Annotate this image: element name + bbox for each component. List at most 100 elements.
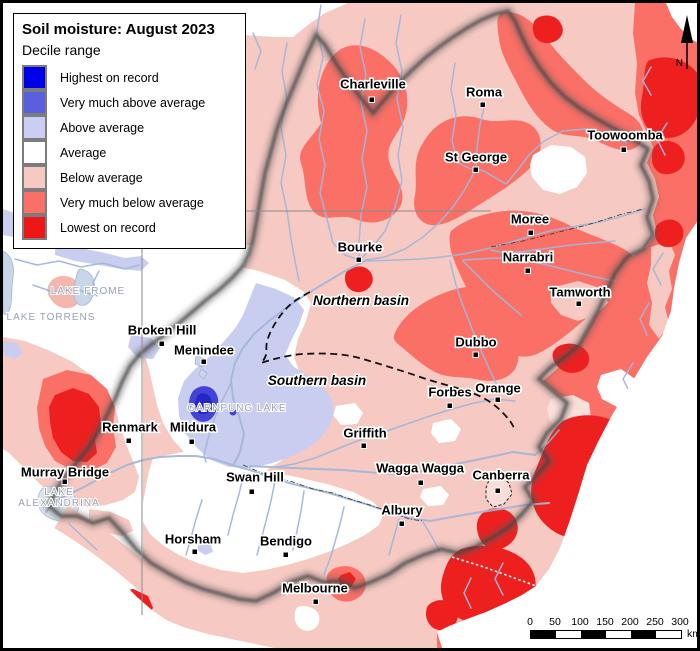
scale-tick: 250	[646, 616, 664, 628]
scale-bar-segments	[530, 630, 682, 639]
city-label: Tamworth	[549, 285, 610, 300]
legend-items: Highest on record Very much above average…	[22, 65, 235, 240]
legend-item: Lowest on record	[22, 215, 235, 240]
city-labels-layer: Charleville Roma Toowoomba St George Moree Bo…	[19, 75, 665, 605]
scale-tick: 200	[621, 616, 639, 628]
basin-labels-layer: Northern basin Southern basin	[266, 292, 410, 390]
city-marker	[479, 101, 486, 108]
city-label: Albury	[381, 503, 423, 518]
legend-swatch	[22, 65, 47, 90]
scale-tick: 100	[571, 616, 589, 628]
city-marker	[417, 479, 424, 486]
city-marker	[472, 166, 479, 173]
lake-label: GARNPUNG LAKE	[187, 403, 286, 414]
city-label: Broken Hill	[128, 323, 197, 338]
city-label: Orange	[475, 381, 521, 396]
city-marker	[620, 146, 627, 153]
city-marker	[158, 340, 165, 347]
city-label: Menindee	[174, 343, 234, 358]
city-label: St George	[445, 150, 507, 165]
basin-boundary	[43, 5, 658, 606]
legend-swatch	[22, 190, 47, 215]
scale-bar-unit: km	[687, 628, 700, 640]
legend-item: Above average	[22, 115, 235, 140]
legend-box: Soil moisture: August 2023 Decile range …	[13, 13, 246, 249]
city-label: Roma	[466, 85, 503, 100]
city-marker	[355, 256, 362, 263]
lake-torrens-shape	[3, 250, 14, 315]
rivers-layer	[14, 4, 668, 609]
legend-label: Lowest on record	[60, 220, 156, 235]
lake-label: LAKE FROME	[51, 286, 125, 297]
city-label: Bourke	[338, 240, 383, 255]
legend-subtitle: Decile range	[22, 42, 101, 58]
city-marker	[282, 551, 289, 558]
city-marker	[191, 548, 198, 555]
north-arrow: N	[676, 15, 693, 69]
city-label: Swan Hill	[226, 470, 284, 485]
legend-swatch	[22, 165, 47, 190]
city-label: Dubbo	[455, 335, 496, 350]
city-marker	[446, 402, 453, 409]
city-marker	[494, 487, 501, 494]
scale-bar: km 0 50 100 150 200 250 300	[519, 616, 700, 648]
city-marker	[312, 598, 319, 605]
lake-label: ALEXANDRINA	[18, 498, 100, 509]
lake-labels-layer: LAKE FROME LAKE TORRENS GARNPUNG LAKE LAKEA…	[6, 285, 287, 510]
city-marker	[494, 396, 501, 403]
legend-label: Below average	[60, 170, 143, 185]
south-coast-pink-band	[54, 505, 369, 648]
city-marker	[524, 267, 531, 274]
basin-divide-line	[260, 291, 516, 432]
city-marker	[248, 488, 255, 495]
legend-item: Average	[22, 140, 235, 165]
city-marker	[527, 229, 534, 236]
city-label: Forbes	[428, 385, 471, 400]
city-marker	[472, 351, 479, 358]
legend-item: Highest on record	[22, 65, 235, 90]
city-label: Canberra	[472, 468, 530, 483]
city-label: Griffith	[343, 426, 386, 441]
city-label: Murray Bridge	[21, 465, 109, 480]
scale-tick: 0	[527, 616, 533, 628]
north-arrow-label: N	[676, 58, 683, 69]
city-label: Toowoomba	[587, 128, 663, 143]
map-regions	[3, 3, 697, 648]
legend-label: Very much above average	[60, 95, 206, 110]
legend-swatch	[22, 215, 47, 240]
map-title: Soil moisture: August 2023	[22, 21, 215, 38]
city-marker	[61, 478, 68, 485]
city-label: Renmark	[102, 420, 158, 435]
city-label: Melbourne	[282, 581, 348, 596]
legend-label: Very much below average	[60, 195, 204, 210]
city-label: Moree	[511, 212, 549, 227]
city-marker	[575, 300, 582, 307]
city-marker	[398, 520, 405, 527]
lake-label: LAKE TORRENS	[7, 312, 96, 323]
city-marker	[200, 358, 207, 365]
port-phillip-bay	[294, 606, 320, 631]
basin-label: Southern basin	[268, 373, 366, 388]
scale-tick: 300	[671, 616, 689, 628]
state-borders	[141, 208, 644, 615]
state-border-coastal	[451, 556, 537, 587]
legend-swatch	[22, 115, 47, 140]
legend-label: Average	[60, 145, 107, 160]
scale-tick: 50	[549, 616, 561, 628]
city-marker	[360, 442, 367, 449]
city-label: Bendigo	[260, 534, 312, 549]
city-marker	[368, 96, 375, 103]
legend-label: Highest on record	[60, 70, 159, 85]
legend-swatch	[22, 90, 47, 115]
legend-label: Above average	[60, 120, 145, 135]
city-marker	[125, 437, 132, 444]
lake-label: LAKE	[44, 487, 74, 498]
legend-item: Below average	[22, 165, 235, 190]
city-label: Wagga Wagga	[376, 461, 465, 476]
scale-tick: 150	[596, 616, 614, 628]
city-label: Narrabri	[503, 250, 554, 265]
city-label: Charleville	[340, 77, 406, 92]
legend-item: Very much above average	[22, 90, 235, 115]
